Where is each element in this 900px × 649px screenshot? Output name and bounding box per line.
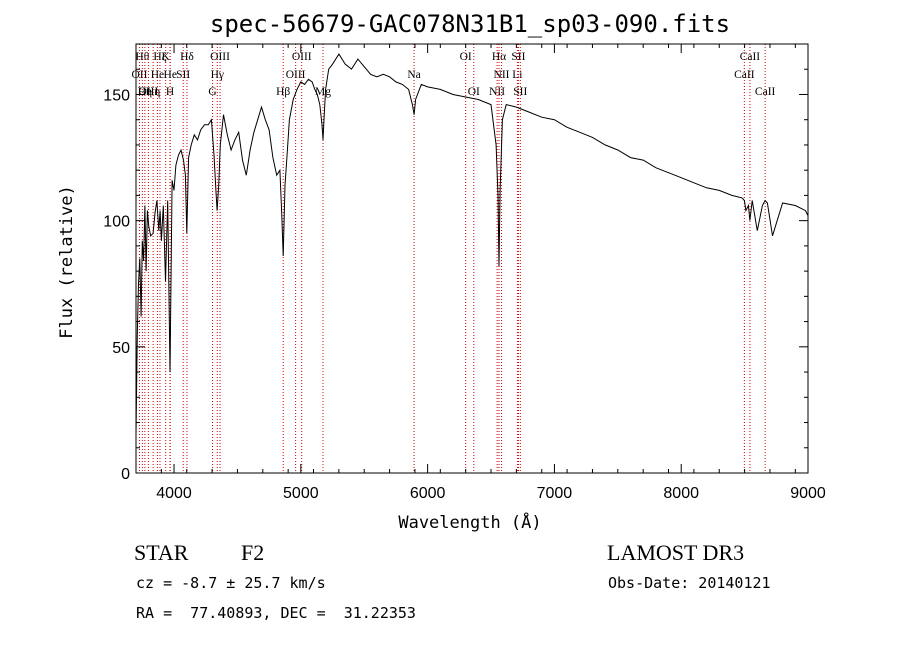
spectral-line-label: OI [460, 51, 472, 63]
y-tick-label: 150 [103, 87, 130, 104]
object-class: STAR [134, 540, 189, 565]
spectral-line-label: Hζ [153, 51, 166, 63]
spectral-lines-layer: OIIHθHηOIIIHηHeHζKHHeSIIHδGHγOIIIHβOIIIO… [131, 44, 776, 473]
spectral-line-label: SII [513, 86, 527, 98]
spectral-line-label: NII [489, 86, 505, 98]
survey-name: LAMOST DR3 [607, 540, 745, 565]
x-tick-label: 8000 [663, 485, 699, 502]
spectral-line-label: SII [176, 69, 190, 81]
spectral-line-label: Hγ [211, 69, 224, 81]
spectral-line-label: CaII [740, 51, 761, 63]
y-tick-label: 100 [103, 214, 130, 231]
spectral-line-label: G [208, 86, 216, 98]
spectral-line-label: Hη [146, 86, 160, 98]
spectral-line-label: NII [494, 69, 510, 81]
x-tick-label: 5000 [283, 485, 319, 502]
x-tick-label: 9000 [790, 485, 826, 502]
spectral-line-label: He [151, 69, 164, 81]
spectral-line-label: CaII [734, 69, 755, 81]
axis-ticks: 4000 5000 6000 7000 8000 9000 0 50 100 150 [103, 44, 826, 502]
spectral-line-label: OIII [292, 51, 312, 63]
plot-frame [135, 43, 809, 474]
spectral-line-label: Li [512, 69, 522, 81]
spectral-line-label: CaII [755, 86, 776, 98]
coordinates: RA = 77.40893, DEC = 31.22353 [136, 604, 416, 622]
spectral-line-label: K [162, 51, 171, 63]
spectral-line-label: Mg [315, 86, 331, 98]
spectral-line-label: OII [131, 69, 147, 81]
spectral-line-label: Hθ [135, 51, 149, 63]
spectral-line-label: OI [468, 86, 480, 98]
x-tick-label: 7000 [537, 485, 573, 502]
spectral-line-label: Na [407, 69, 420, 81]
y-tick-label: 0 [121, 466, 130, 483]
spectral-line-label: OIII [286, 69, 306, 81]
spectral-line-label: Hβ [276, 86, 290, 98]
y-axis-label: Flux (relative) [57, 185, 77, 339]
x-axis-label: Wavelength (Å) [398, 511, 541, 533]
y-tick-label: 50 [112, 340, 130, 357]
x-tick-label: 6000 [410, 485, 446, 502]
object-subclass: F2 [241, 540, 265, 565]
spectral-line-label: SII [511, 51, 525, 63]
x-tick-label: 4000 [156, 485, 192, 502]
spectral-line-label: OIII [210, 51, 230, 63]
observation-date: Obs-Date: 20140121 [608, 574, 771, 592]
spectral-line-label: He [164, 69, 177, 81]
chart-title: spec-56679-GAC078N31B1_sp03-090.fits [210, 10, 730, 38]
spectrum-line [135, 53, 809, 436]
spectral-line-label: Hδ [180, 51, 194, 63]
spectral-line-label: Hα [492, 51, 506, 63]
redshift-velocity: cz = -8.7 ± 25.7 km/s [136, 574, 326, 592]
